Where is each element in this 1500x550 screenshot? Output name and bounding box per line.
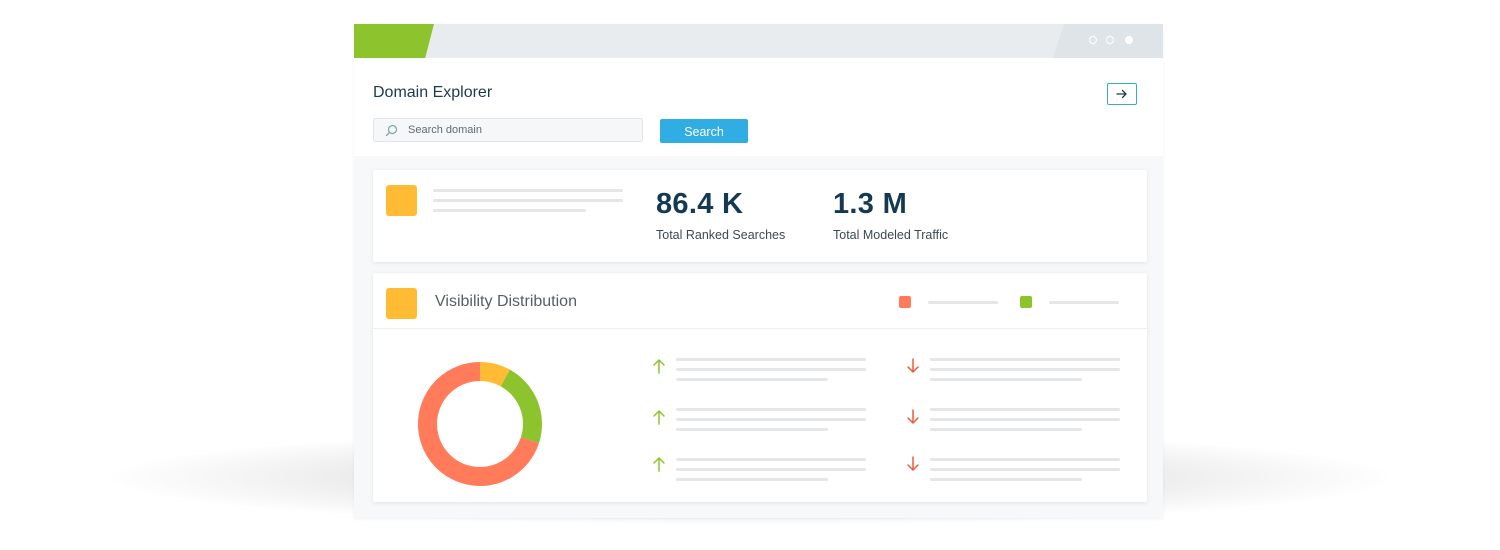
placeholder-line (676, 478, 828, 481)
arrow-up-icon (651, 455, 667, 473)
placeholder-line (676, 408, 866, 411)
arrow-down-icon (905, 455, 921, 473)
visibility-card: Visibility Distribution (373, 273, 1147, 502)
arrow-right-icon (1116, 89, 1127, 99)
placeholder-line (433, 189, 623, 192)
legend-label-placeholder (928, 301, 998, 304)
placeholder-line (676, 358, 866, 361)
donut-segment-0 (480, 362, 510, 387)
placeholder-line (930, 368, 1120, 371)
stats-card: 86.4 K Total Ranked Searches 1.3 M Total… (373, 170, 1147, 262)
placeholder-line (433, 209, 586, 212)
brand-tab (354, 24, 434, 58)
placeholder-line (930, 478, 1082, 481)
placeholder-line (676, 418, 866, 421)
visibility-donut-chart (418, 362, 542, 486)
placeholder-line (676, 458, 866, 461)
search-button[interactable]: Search (660, 119, 748, 143)
placeholder-line (930, 468, 1120, 471)
app-window: Domain Explorer Search 86.4 K Total Rank… (354, 24, 1163, 518)
window-control-dot[interactable] (1106, 36, 1114, 44)
section-title: Visibility Distribution (435, 293, 577, 310)
placeholder-line (676, 368, 866, 371)
donut-segment-2 (418, 362, 539, 486)
open-button[interactable] (1107, 83, 1137, 105)
legend-swatch-red (899, 296, 911, 308)
placeholder-line (676, 428, 828, 431)
placeholder-line (930, 418, 1120, 421)
search-input[interactable] (408, 121, 628, 139)
title-bar (354, 24, 1163, 58)
section-divider (373, 328, 1147, 329)
legend-label-placeholder (1049, 301, 1119, 304)
arrow-up-icon (651, 408, 667, 426)
arrow-down-icon (905, 357, 921, 375)
total-ranked-searches-label: Total Ranked Searches (656, 228, 786, 242)
placeholder-line (930, 428, 1082, 431)
total-modeled-traffic-label: Total Modeled Traffic (833, 228, 949, 242)
stats-card-icon (386, 185, 417, 216)
page-header: Domain Explorer Search (354, 58, 1163, 156)
page-title: Domain Explorer (373, 84, 493, 101)
window-control-dot[interactable] (1089, 36, 1097, 44)
placeholder-line (433, 199, 623, 202)
legend-swatch-green (1020, 296, 1032, 308)
placeholder-line (930, 378, 1082, 381)
window-control-dot[interactable] (1125, 36, 1133, 44)
total-modeled-traffic-value: 1.3 M (833, 188, 908, 220)
search-icon (385, 124, 398, 137)
search-box[interactable] (373, 118, 643, 142)
placeholder-line (676, 378, 828, 381)
window-controls (1053, 24, 1163, 58)
arrow-down-icon (905, 408, 921, 426)
placeholder-line (676, 468, 866, 471)
placeholder-line (930, 408, 1120, 411)
donut-segment-1 (500, 369, 542, 444)
arrow-up-icon (651, 357, 667, 375)
visibility-card-icon (386, 288, 417, 319)
placeholder-line (930, 358, 1120, 361)
total-ranked-searches-value: 86.4 K (656, 188, 744, 220)
placeholder-line (930, 458, 1120, 461)
